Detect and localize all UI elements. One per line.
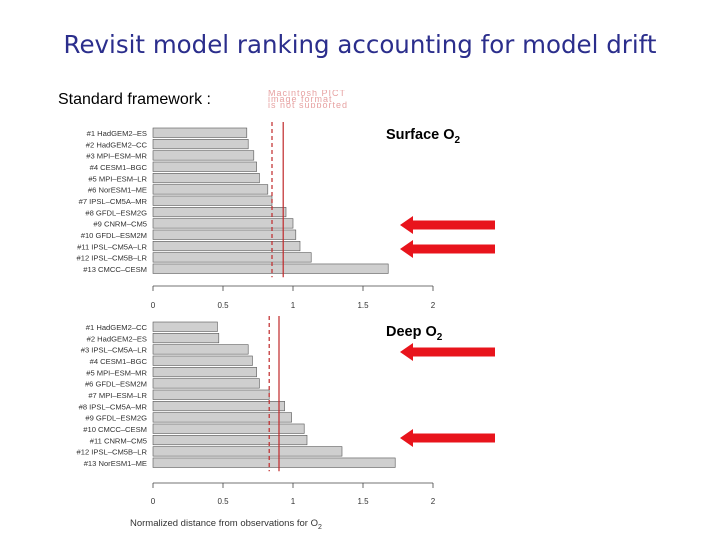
deep-bar-9	[152, 412, 292, 423]
deep-category-label-11: #11 CNRM–CM5	[90, 436, 147, 445]
deep-bar-10	[152, 423, 305, 434]
deep-x-tick-label-0: 0	[151, 497, 156, 506]
deep-bar-8	[152, 401, 285, 412]
surface-x-tick-label-1: 0.5	[217, 301, 229, 310]
deep-bar-5	[152, 367, 257, 378]
surface-category-label-10: #10 GFDL–ESM2M	[81, 231, 147, 240]
deep-category-label-2: #2 HadGEM2–ES	[87, 334, 147, 343]
deep-category-label-5: #5 MPI–ESM–MR	[86, 368, 147, 377]
deep-category-label-10: #10 CMCC–CESM	[83, 425, 147, 434]
surface-o2-label-main: Surface O	[386, 127, 455, 143]
deep-bar-6	[152, 378, 260, 389]
surface-x-tick-label-2: 1	[291, 301, 296, 310]
deep-x-tick-label-3: 1.5	[357, 497, 369, 506]
placeholder-line-3: is not supported	[268, 100, 349, 109]
deep-x-tick-label-1: 0.5	[217, 497, 229, 506]
surface-bar-2	[152, 139, 249, 150]
x-axis-title: Normalized distance from observations fo…	[130, 518, 322, 531]
surface-category-label-13: #13 CMCC–CESM	[83, 265, 147, 274]
surface-bar-6	[152, 184, 269, 195]
deep-category-label-6: #6 GFDL–ESM2M	[85, 380, 147, 389]
deep-o2-label-main: Deep O	[386, 324, 437, 340]
deep-category-label-12: #12 IPSL–CM5B–LR	[77, 448, 148, 457]
placeholder-line-1: Macintosh PICT	[268, 90, 347, 98]
surface-o2-label: Surface O2	[386, 127, 460, 146]
slide-title: Revisit model ranking accounting for mod…	[63, 30, 657, 59]
deep-category-label-4: #4 CESM1–BGC	[90, 357, 148, 366]
deep-bar-4	[152, 355, 253, 366]
surface-bar-1	[152, 127, 248, 138]
deep-category-label-8: #8 IPSL–CM5A–MR	[79, 402, 148, 411]
deep-bar-7	[152, 389, 270, 400]
surface-bar-11	[152, 241, 301, 252]
placeholder-line-2: image format	[268, 94, 333, 104]
framework-label: Standard framework :	[58, 91, 211, 108]
surface-category-label-6: #6 NorESM1–ME	[88, 186, 147, 195]
surface-category-label-5: #5 MPI–ESM–LR	[88, 174, 147, 183]
surface-category-label-2: #2 HadGEM2–CC	[86, 140, 148, 149]
deep-o2-label-sub: 2	[436, 331, 443, 343]
surface-bar-9	[152, 218, 294, 229]
surface-bar-8	[152, 207, 287, 218]
highlight-arrow-deep-1	[400, 343, 495, 361]
deep-category-label-3: #3 IPSL–CM5A–LR	[81, 346, 148, 355]
surface-category-label-12: #12 IPSL–CM5B–LR	[77, 254, 148, 263]
surface-bar-10	[152, 229, 297, 240]
deep-bar-11	[152, 434, 308, 446]
deep-x-tick-label-4: 2	[431, 497, 436, 506]
surface-category-label-8: #8 GFDL–ESM2G	[85, 208, 147, 217]
surface-bar-12	[152, 252, 312, 263]
deep-o2-label: Deep O2	[386, 324, 442, 343]
deep-bar-13	[152, 457, 396, 468]
surface-category-label-7: #7 IPSL–CM5A–MR	[79, 197, 148, 206]
surface-bar-4	[152, 161, 257, 172]
deep-category-label-13: #13 NorESM1–ME	[84, 459, 147, 468]
surface-category-label-1: #1 HadGEM2–ES	[87, 129, 147, 138]
deep-bar-1	[152, 321, 218, 332]
surface-o2-label-sub: 2	[454, 134, 461, 146]
deep-x-tick-label-2: 1	[291, 497, 296, 506]
x-axis-title-sub: 2	[317, 523, 322, 531]
highlight-arrow-deep-2	[400, 429, 495, 447]
deep-category-label-9: #9 GFDL–ESM2G	[85, 414, 147, 423]
surface-x-tick-label-4: 2	[431, 301, 436, 310]
surface-bar-13	[152, 263, 389, 274]
deep-bar-2	[152, 333, 220, 344]
surface-x-tick-label-3: 1.5	[357, 301, 369, 310]
highlight-arrow-surface-1	[400, 216, 495, 234]
surface-bar-5	[152, 173, 260, 184]
surface-category-label-9: #9 CNRM–CM5	[93, 220, 147, 229]
deep-category-label-7: #7 MPI–ESM–LR	[88, 391, 147, 400]
surface-category-label-11: #11 IPSL–CM5A–LR	[77, 242, 147, 251]
surface-category-label-4: #4 CESM1–BGC	[90, 163, 148, 172]
highlight-arrow-surface-2	[400, 240, 495, 258]
deep-bar-3	[152, 344, 249, 355]
surface-bar-3	[152, 150, 255, 161]
unsupported-image-placeholder: Macintosh PICT image format is not suppo…	[268, 90, 480, 108]
surface-bar-7	[152, 195, 273, 206]
surface-category-label-3: #3 MPI–ESM–MR	[86, 152, 147, 161]
deep-category-label-1: #1 HadGEM2–CC	[86, 323, 148, 332]
surface-x-tick-label-0: 0	[151, 301, 156, 310]
deep-bar-12	[152, 446, 343, 457]
x-axis-title-main: Normalized distance from observations fo…	[130, 518, 318, 529]
